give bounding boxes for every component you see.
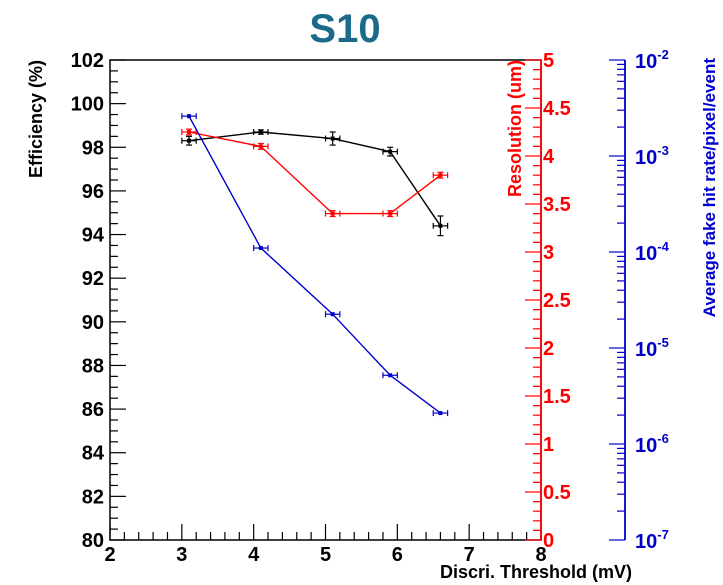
right2-tick-exponent: -4 — [657, 239, 669, 254]
right1-tick-label: 1 — [543, 434, 554, 456]
series-line-left — [188, 131, 442, 227]
data-point — [438, 411, 443, 416]
right1-tick-label: 0.5 — [543, 482, 571, 504]
right2-tick-label: 10-5 — [635, 335, 669, 361]
x-tick-label: 7 — [464, 544, 475, 566]
left-tick-label: 84 — [82, 443, 105, 465]
right1-tick-label: 2 — [543, 338, 554, 360]
right2-tick-base: 10 — [635, 339, 657, 361]
right2-tick-base: 10 — [635, 147, 657, 169]
left-tick-label: 98 — [82, 137, 104, 159]
data-point — [187, 130, 192, 134]
x-tick-label: 8 — [535, 544, 546, 566]
right2-tick-exponent: -2 — [657, 47, 669, 62]
right2-tick-base: 10 — [635, 51, 657, 73]
right2-tick-base: 10 — [635, 435, 657, 457]
left-tick-label: 86 — [82, 399, 104, 421]
left-tick-label: 92 — [82, 268, 104, 290]
right2-tick-exponent: -7 — [657, 527, 669, 542]
data-point — [388, 211, 393, 216]
data-point — [187, 114, 192, 119]
data-point — [330, 136, 335, 141]
data-point — [388, 373, 393, 378]
right1-axis-label: Resolution (um) — [505, 60, 525, 197]
left-tick-label: 80 — [82, 530, 104, 552]
data-point — [438, 223, 443, 228]
right1-tick-label: 3 — [543, 242, 554, 264]
right2-tick-label: 10-6 — [635, 431, 669, 457]
data-point — [330, 312, 335, 317]
left-tick-label: 94 — [82, 225, 105, 247]
right2-tick-label: 10-3 — [635, 143, 669, 169]
left-tick-label: 96 — [82, 181, 104, 203]
axes: 2 3 4 5 6 7 88082848688909294969810010200.511.… — [71, 47, 670, 566]
data-point — [187, 138, 192, 143]
plot-frame — [109, 59, 542, 541]
series-line-right1 — [188, 131, 441, 215]
data-point — [330, 211, 335, 216]
left-tick-label: 100 — [71, 94, 104, 116]
right2-tick-base: 10 — [635, 531, 657, 553]
right2-tick-label: 10-2 — [635, 47, 669, 73]
x-axis-label: Discri. Threshold (mV) — [440, 562, 632, 582]
left-tick-label: 102 — [71, 50, 104, 72]
right2-tick-exponent: -3 — [657, 143, 669, 158]
right2-tick-exponent: -6 — [657, 431, 669, 446]
data-point — [438, 173, 443, 178]
left-axis-label: Efficiency (%) — [26, 60, 46, 178]
right1-tick-label: 1.5 — [543, 386, 571, 408]
left-tick-label: 88 — [82, 355, 104, 377]
data-point — [258, 130, 263, 134]
data-point — [388, 149, 393, 154]
x-tick-label: 6 — [392, 544, 403, 566]
right2-tick-label: 10-7 — [635, 527, 669, 553]
x-tick-label: 2 — [104, 544, 115, 566]
left-tick-label: 82 — [82, 486, 104, 508]
right1-tick-label: 3.5 — [543, 194, 571, 216]
left-tick-label: 90 — [82, 312, 104, 334]
right1-tick-label: 4.5 — [543, 98, 571, 120]
x-tick-label: 3 — [176, 544, 187, 566]
right1-tick-label: 4 — [543, 146, 555, 168]
data-point — [258, 246, 263, 251]
right2-tick-label: 10-4 — [635, 239, 670, 265]
series-line-right2 — [188, 115, 441, 414]
right2-axis-label: Average fake hit rate/pixel/event — [700, 58, 719, 318]
x-tick-label: 4 — [248, 544, 260, 566]
right2-tick-base: 10 — [635, 243, 657, 265]
data-point — [258, 144, 263, 149]
chart-title: S10 — [309, 7, 380, 51]
right1-tick-label: 0 — [543, 530, 554, 552]
right1-tick-label: 2.5 — [543, 290, 571, 312]
right1-tick-label: 5 — [543, 50, 554, 72]
right2-tick-exponent: -5 — [657, 335, 669, 350]
series-group — [181, 113, 449, 417]
x-tick-label: 5 — [320, 544, 331, 566]
